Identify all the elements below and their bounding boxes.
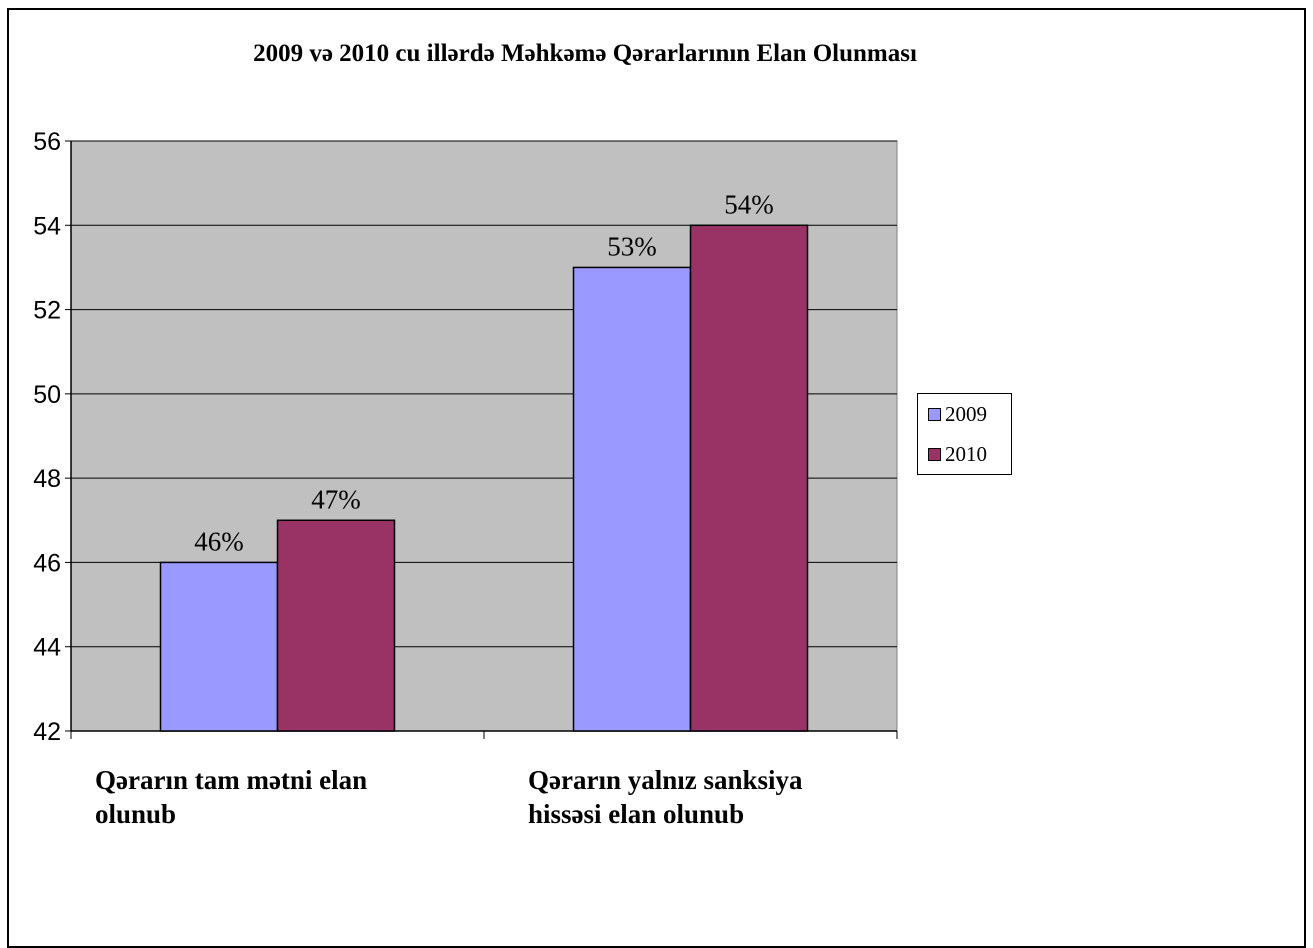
legend: 2009 2010 <box>917 393 1012 475</box>
y-tick-label: 42 <box>33 718 61 746</box>
legend-entry-2009: 2009 <box>928 402 987 426</box>
y-tick-label: 48 <box>33 465 61 493</box>
bar-2010-cat1 <box>689 224 809 732</box>
bar-2009-cat1 <box>572 266 692 732</box>
legend-swatch-2010 <box>928 447 941 461</box>
data-label-2009-cat0: 46% <box>194 526 244 556</box>
chart-title: 2009 və 2010 cu illərdə Məhkəmə Qərarlar… <box>253 40 917 67</box>
category-label-full-text: Qərarın tam mətni elan olunub <box>95 765 368 829</box>
legend-entry-2010: 2010 <box>928 442 987 466</box>
y-tick-label: 52 <box>33 297 61 325</box>
legend-label-2010: 2010 <box>945 441 987 466</box>
category-label-sanction-part: Qərarın yalnız sanksiya hissəsi elan olu… <box>528 765 803 829</box>
data-label-2010-cat1: 54% <box>724 189 774 219</box>
data-label-2009-cat1: 53% <box>607 231 657 261</box>
y-tick-label: 44 <box>33 634 61 662</box>
legend-label-2009: 2009 <box>945 401 987 426</box>
y-tick-label: 46 <box>33 549 61 577</box>
bar-2009-cat0 <box>159 561 279 732</box>
y-tick-label: 56 <box>33 128 61 156</box>
data-label-2010-cat0: 47% <box>311 484 361 514</box>
y-tick-label: 54 <box>33 212 61 240</box>
y-tick-label: 50 <box>33 381 61 409</box>
legend-swatch-2009 <box>928 407 941 421</box>
bar-2010-cat0 <box>276 519 396 732</box>
